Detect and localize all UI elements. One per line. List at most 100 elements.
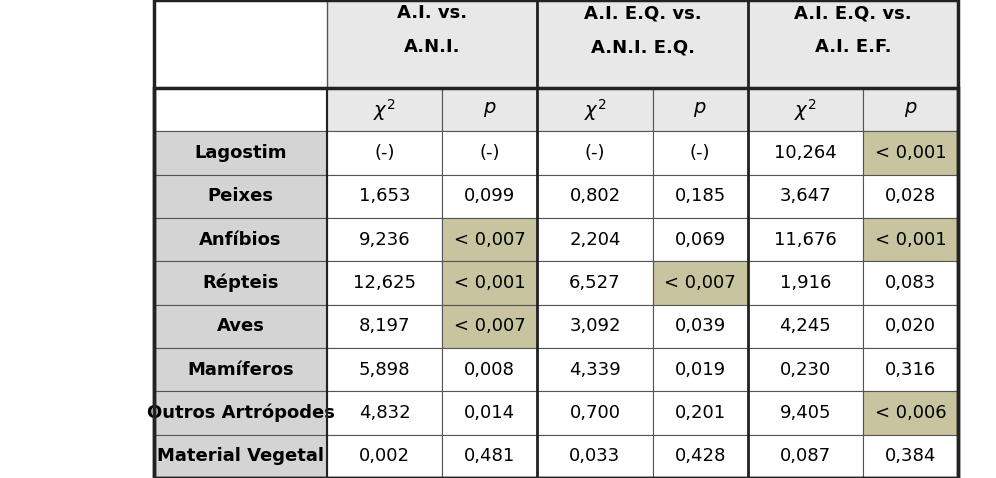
Bar: [442, 131, 537, 175]
Bar: [863, 305, 958, 348]
Text: $p$: $p$: [903, 100, 917, 120]
Text: 0,230: 0,230: [780, 361, 831, 379]
Text: < 0,001: < 0,001: [454, 274, 526, 292]
Text: 0,316: 0,316: [885, 361, 936, 379]
Text: Material Vegetal: Material Vegetal: [157, 447, 324, 466]
Bar: [863, 88, 958, 131]
Bar: [652, 391, 748, 435]
Text: 0,008: 0,008: [464, 361, 515, 379]
Text: 1,653: 1,653: [359, 187, 410, 206]
Text: 6,527: 6,527: [569, 274, 621, 292]
Text: 0,802: 0,802: [570, 187, 621, 206]
Bar: [154, 0, 958, 478]
Text: Aves: Aves: [217, 317, 265, 336]
Text: 4,832: 4,832: [359, 404, 410, 422]
Bar: [652, 88, 748, 131]
Text: Peixes: Peixes: [207, 187, 274, 206]
Text: 1,916: 1,916: [780, 274, 831, 292]
Text: 0,069: 0,069: [674, 231, 726, 249]
Bar: [154, 391, 327, 435]
Bar: [537, 218, 652, 261]
Text: Lagostim: Lagostim: [194, 144, 287, 162]
Bar: [652, 218, 748, 261]
Bar: [748, 261, 863, 305]
Text: 0,083: 0,083: [885, 274, 936, 292]
Text: 4,245: 4,245: [780, 317, 832, 336]
Text: (-): (-): [585, 144, 606, 162]
Text: 0,019: 0,019: [674, 361, 726, 379]
Text: Anfíbios: Anfíbios: [199, 231, 282, 249]
Text: (-): (-): [374, 144, 394, 162]
Bar: [442, 218, 537, 261]
Bar: [748, 348, 863, 391]
Bar: [748, 218, 863, 261]
Bar: [537, 0, 748, 88]
Text: 0,384: 0,384: [884, 447, 936, 466]
Text: < 0,001: < 0,001: [874, 231, 946, 249]
Text: 0,020: 0,020: [885, 317, 936, 336]
Text: < 0,006: < 0,006: [874, 404, 946, 422]
Bar: [863, 391, 958, 435]
Bar: [537, 261, 652, 305]
Bar: [154, 0, 327, 131]
Bar: [154, 88, 958, 478]
Bar: [863, 175, 958, 218]
Text: A.I. vs.: A.I. vs.: [397, 4, 467, 22]
Text: 0,039: 0,039: [674, 317, 726, 336]
Bar: [154, 218, 327, 261]
Bar: [327, 0, 537, 88]
Bar: [154, 348, 327, 391]
Text: 11,676: 11,676: [774, 231, 837, 249]
Text: 0,087: 0,087: [780, 447, 831, 466]
Bar: [748, 305, 863, 348]
Bar: [537, 175, 652, 218]
Text: A.N.I.: A.N.I.: [403, 38, 460, 56]
Text: 0,099: 0,099: [464, 187, 515, 206]
Bar: [748, 435, 863, 478]
Bar: [154, 261, 327, 305]
Text: 9,236: 9,236: [359, 231, 410, 249]
Text: Mamíferos: Mamíferos: [187, 361, 294, 379]
Bar: [327, 88, 442, 131]
Bar: [442, 261, 537, 305]
Bar: [154, 175, 327, 218]
Text: A.I. E.Q. vs.: A.I. E.Q. vs.: [794, 4, 911, 22]
Bar: [327, 175, 442, 218]
Text: $\chi^2$: $\chi^2$: [374, 97, 395, 123]
Text: 0,014: 0,014: [464, 404, 515, 422]
Text: 2,204: 2,204: [570, 231, 621, 249]
Bar: [442, 175, 537, 218]
Bar: [154, 305, 327, 348]
Text: 12,625: 12,625: [353, 274, 416, 292]
Bar: [748, 131, 863, 175]
Bar: [442, 88, 537, 131]
Text: 10,264: 10,264: [774, 144, 837, 162]
Bar: [652, 305, 748, 348]
Bar: [327, 131, 442, 175]
Bar: [442, 348, 537, 391]
Text: 0,002: 0,002: [360, 447, 410, 466]
Bar: [863, 348, 958, 391]
Bar: [748, 175, 863, 218]
Bar: [537, 88, 652, 131]
Bar: [327, 348, 442, 391]
Text: < 0,007: < 0,007: [454, 231, 526, 249]
Bar: [652, 261, 748, 305]
Bar: [863, 261, 958, 305]
Text: 5,898: 5,898: [359, 361, 410, 379]
Bar: [863, 218, 958, 261]
Bar: [327, 391, 442, 435]
Text: $p$: $p$: [693, 100, 707, 120]
Text: A.I. E.Q. vs.: A.I. E.Q. vs.: [584, 4, 701, 22]
Text: 0,428: 0,428: [674, 447, 726, 466]
Bar: [863, 131, 958, 175]
Text: 9,405: 9,405: [780, 404, 831, 422]
Bar: [327, 305, 442, 348]
Text: (-): (-): [479, 144, 500, 162]
Text: 8,197: 8,197: [359, 317, 410, 336]
Bar: [537, 435, 652, 478]
Bar: [442, 435, 537, 478]
Bar: [748, 391, 863, 435]
Bar: [652, 131, 748, 175]
Text: < 0,007: < 0,007: [454, 317, 526, 336]
